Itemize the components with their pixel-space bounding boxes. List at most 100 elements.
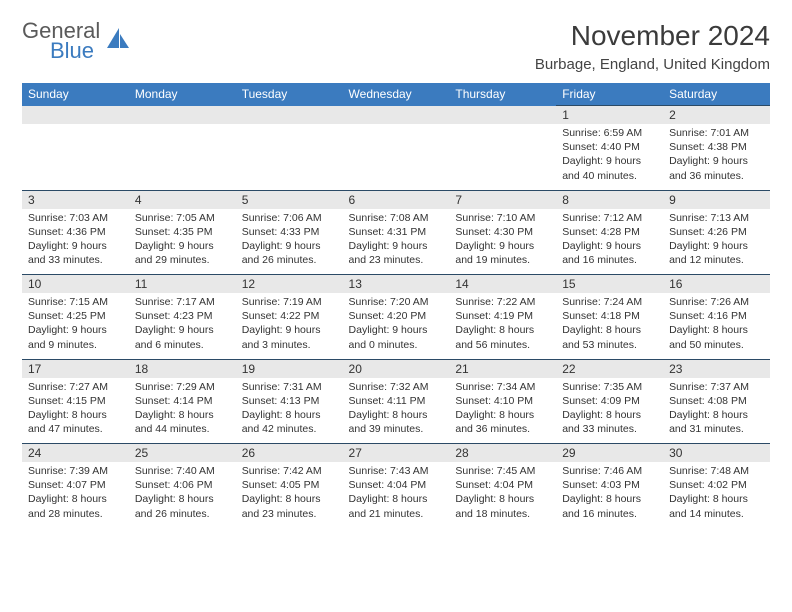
day-detail-row: Sunrise: 7:15 AMSunset: 4:25 PMDaylight:… — [22, 293, 770, 359]
detail-line: Daylight: 8 hours — [349, 408, 444, 422]
day-detail-row: Sunrise: 7:27 AMSunset: 4:15 PMDaylight:… — [22, 378, 770, 444]
day-number-cell — [129, 106, 236, 125]
detail-line: Sunset: 4:15 PM — [28, 394, 123, 408]
detail-line: and 26 minutes. — [135, 507, 230, 521]
detail-line: Sunrise: 7:48 AM — [669, 464, 764, 478]
detail-line: Sunrise: 7:29 AM — [135, 380, 230, 394]
page-title: November 2024 — [535, 20, 770, 52]
detail-line: Daylight: 9 hours — [135, 239, 230, 253]
detail-line: Sunset: 4:35 PM — [135, 225, 230, 239]
day-detail-cell: Sunrise: 7:43 AMSunset: 4:04 PMDaylight:… — [343, 462, 450, 528]
detail-line: Daylight: 8 hours — [669, 408, 764, 422]
detail-line: and 16 minutes. — [562, 507, 657, 521]
day-detail-cell — [236, 124, 343, 190]
detail-line: Daylight: 8 hours — [135, 408, 230, 422]
logo-sail-icon — [105, 26, 131, 57]
detail-line: and 14 minutes. — [669, 507, 764, 521]
detail-line: and 3 minutes. — [242, 338, 337, 352]
day-detail-cell: Sunrise: 7:03 AMSunset: 4:36 PMDaylight:… — [22, 209, 129, 275]
detail-line: Sunrise: 7:03 AM — [28, 211, 123, 225]
detail-line: and 0 minutes. — [349, 338, 444, 352]
day-number-cell: 27 — [343, 444, 450, 463]
detail-line: Sunset: 4:19 PM — [455, 309, 550, 323]
day-detail-cell: Sunrise: 7:10 AMSunset: 4:30 PMDaylight:… — [449, 209, 556, 275]
day-detail-row: Sunrise: 7:03 AMSunset: 4:36 PMDaylight:… — [22, 209, 770, 275]
day-detail-cell — [22, 124, 129, 190]
day-number-row: 12 — [22, 106, 770, 125]
detail-line: Sunrise: 7:08 AM — [349, 211, 444, 225]
day-number-row: 3456789 — [22, 190, 770, 209]
day-detail-cell: Sunrise: 7:19 AMSunset: 4:22 PMDaylight:… — [236, 293, 343, 359]
day-number-cell: 10 — [22, 275, 129, 294]
detail-line: Sunrise: 7:01 AM — [669, 126, 764, 140]
day-number-cell: 2 — [663, 106, 770, 125]
detail-line: Daylight: 8 hours — [242, 492, 337, 506]
detail-line: Sunrise: 7:42 AM — [242, 464, 337, 478]
day-detail-cell: Sunrise: 7:15 AMSunset: 4:25 PMDaylight:… — [22, 293, 129, 359]
day-number-cell — [22, 106, 129, 125]
location-subtitle: Burbage, England, United Kingdom — [535, 56, 770, 73]
detail-line: and 39 minutes. — [349, 422, 444, 436]
day-detail-cell — [129, 124, 236, 190]
detail-line: Sunset: 4:10 PM — [455, 394, 550, 408]
detail-line: Daylight: 8 hours — [669, 323, 764, 337]
detail-line: Daylight: 8 hours — [28, 408, 123, 422]
day-number-cell: 29 — [556, 444, 663, 463]
day-detail-cell: Sunrise: 7:32 AMSunset: 4:11 PMDaylight:… — [343, 378, 450, 444]
day-number-cell — [449, 106, 556, 125]
day-number-cell: 11 — [129, 275, 236, 294]
day-detail-cell: Sunrise: 7:45 AMSunset: 4:04 PMDaylight:… — [449, 462, 556, 528]
detail-line: Daylight: 9 hours — [669, 239, 764, 253]
detail-line: Sunrise: 7:45 AM — [455, 464, 550, 478]
detail-line: Sunset: 4:22 PM — [242, 309, 337, 323]
day-header: Sunday — [22, 83, 129, 106]
detail-line: Sunrise: 7:05 AM — [135, 211, 230, 225]
page: General Blue November 2024 Burbage, Engl… — [0, 0, 792, 548]
detail-line: and 50 minutes. — [669, 338, 764, 352]
detail-line: Sunset: 4:11 PM — [349, 394, 444, 408]
day-number-cell: 17 — [22, 359, 129, 378]
detail-line: and 33 minutes. — [562, 422, 657, 436]
day-detail-cell: Sunrise: 7:42 AMSunset: 4:05 PMDaylight:… — [236, 462, 343, 528]
detail-line: Daylight: 9 hours — [242, 239, 337, 253]
detail-line: Sunset: 4:09 PM — [562, 394, 657, 408]
day-detail-cell: Sunrise: 7:22 AMSunset: 4:19 PMDaylight:… — [449, 293, 556, 359]
detail-line: Sunrise: 7:10 AM — [455, 211, 550, 225]
detail-line: Sunset: 4:30 PM — [455, 225, 550, 239]
day-number-cell: 19 — [236, 359, 343, 378]
detail-line: Sunrise: 7:27 AM — [28, 380, 123, 394]
day-number-cell — [236, 106, 343, 125]
day-number-cell: 15 — [556, 275, 663, 294]
detail-line: and 16 minutes. — [562, 253, 657, 267]
detail-line: Sunrise: 6:59 AM — [562, 126, 657, 140]
day-detail-cell: Sunrise: 6:59 AMSunset: 4:40 PMDaylight:… — [556, 124, 663, 190]
day-detail-cell: Sunrise: 7:12 AMSunset: 4:28 PMDaylight:… — [556, 209, 663, 275]
detail-line: Sunset: 4:25 PM — [28, 309, 123, 323]
day-detail-cell — [343, 124, 450, 190]
detail-line: Sunset: 4:16 PM — [669, 309, 764, 323]
detail-line: Daylight: 8 hours — [349, 492, 444, 506]
day-number-cell: 6 — [343, 190, 450, 209]
detail-line: Sunset: 4:28 PM — [562, 225, 657, 239]
detail-line: Sunset: 4:38 PM — [669, 140, 764, 154]
detail-line: Sunset: 4:23 PM — [135, 309, 230, 323]
detail-line: Sunrise: 7:32 AM — [349, 380, 444, 394]
day-detail-cell: Sunrise: 7:24 AMSunset: 4:18 PMDaylight:… — [556, 293, 663, 359]
day-number-cell: 24 — [22, 444, 129, 463]
detail-line: Sunrise: 7:19 AM — [242, 295, 337, 309]
detail-line: and 19 minutes. — [455, 253, 550, 267]
day-detail-cell: Sunrise: 7:26 AMSunset: 4:16 PMDaylight:… — [663, 293, 770, 359]
detail-line: and 36 minutes. — [669, 169, 764, 183]
detail-line: Daylight: 8 hours — [135, 492, 230, 506]
detail-line: Sunset: 4:18 PM — [562, 309, 657, 323]
detail-line: Sunset: 4:08 PM — [669, 394, 764, 408]
title-block: November 2024 Burbage, England, United K… — [535, 20, 770, 73]
detail-line: Daylight: 8 hours — [28, 492, 123, 506]
detail-line: Sunset: 4:07 PM — [28, 478, 123, 492]
day-number-cell: 30 — [663, 444, 770, 463]
day-number-cell: 23 — [663, 359, 770, 378]
detail-line: Daylight: 9 hours — [669, 154, 764, 168]
detail-line: Sunrise: 7:46 AM — [562, 464, 657, 478]
detail-line: and 33 minutes. — [28, 253, 123, 267]
detail-line: and 53 minutes. — [562, 338, 657, 352]
